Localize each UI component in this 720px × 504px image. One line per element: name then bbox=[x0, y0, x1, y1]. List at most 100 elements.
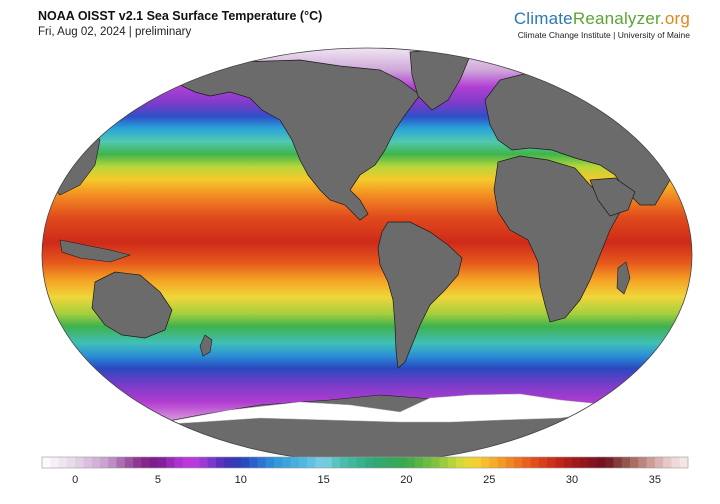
legend-swatches bbox=[41, 456, 689, 469]
legend-swatch bbox=[373, 457, 382, 468]
legend-swatch bbox=[282, 457, 291, 468]
legend-swatch bbox=[356, 457, 366, 468]
legend-swatch bbox=[232, 457, 242, 468]
brand-logo[interactable]: ClimateReanalyzer.org bbox=[514, 9, 690, 29]
legend-swatch bbox=[489, 457, 498, 468]
land-south-america bbox=[377, 221, 463, 369]
legend-swatch bbox=[315, 457, 324, 468]
legend-swatch bbox=[133, 457, 142, 468]
legend-swatch bbox=[99, 457, 109, 468]
land-indonesia bbox=[59, 239, 132, 263]
legend-swatch bbox=[638, 457, 647, 468]
legend-swatch bbox=[290, 457, 300, 468]
legend-swatch bbox=[166, 457, 175, 468]
legend-swatch bbox=[613, 457, 623, 468]
legend-swatch bbox=[679, 457, 689, 468]
legend-swatch bbox=[331, 457, 341, 468]
legend-tick-label: 5 bbox=[155, 474, 161, 486]
legend-swatch bbox=[654, 457, 664, 468]
legend-swatch bbox=[447, 457, 457, 468]
legend-tick-label: 0 bbox=[72, 474, 78, 486]
legend-swatch bbox=[431, 457, 440, 468]
land-australia bbox=[91, 271, 173, 339]
legend-swatch bbox=[116, 457, 126, 468]
brand-tagline: Climate Change Institute | University of… bbox=[517, 30, 690, 40]
legend-swatch bbox=[323, 457, 333, 468]
legend-swatch bbox=[149, 457, 159, 468]
legend-swatch bbox=[621, 457, 631, 468]
legend-swatch bbox=[663, 457, 672, 468]
legend-frame bbox=[41, 456, 689, 469]
legend-swatch bbox=[108, 457, 117, 468]
legend-swatch bbox=[480, 457, 490, 468]
legend-ticks: 0 5 10 15 20 25 30 35 bbox=[72, 474, 661, 486]
legend-swatch bbox=[406, 457, 416, 468]
legend-swatch bbox=[514, 457, 523, 468]
legend-tick-label: 10 bbox=[235, 474, 247, 486]
legend-tick-label: 15 bbox=[317, 474, 329, 486]
legend-swatch bbox=[58, 457, 68, 468]
legend-swatch bbox=[538, 457, 548, 468]
legend-swatch bbox=[456, 457, 465, 468]
legend-swatch bbox=[257, 457, 267, 468]
legend-swatch bbox=[588, 457, 598, 468]
legend-swatch bbox=[124, 457, 134, 468]
legend-swatch bbox=[83, 457, 93, 468]
legend-swatch bbox=[348, 457, 358, 468]
legend-swatch bbox=[671, 457, 681, 468]
legend-swatch bbox=[182, 457, 192, 468]
legend-swatch bbox=[547, 457, 556, 468]
legend-swatch bbox=[199, 457, 209, 468]
legend-swatch bbox=[174, 457, 184, 468]
legend-tick-label: 35 bbox=[649, 474, 661, 486]
legend-swatch bbox=[207, 457, 217, 468]
legend-swatch bbox=[91, 457, 101, 468]
legend-swatch bbox=[530, 457, 540, 468]
legend-swatch bbox=[157, 457, 167, 468]
legend-swatch bbox=[273, 457, 283, 468]
land-new-zealand bbox=[199, 334, 213, 357]
legend-swatch bbox=[215, 457, 225, 468]
legend-swatch bbox=[381, 457, 391, 468]
legend-swatch bbox=[265, 457, 275, 468]
legend-swatch bbox=[563, 457, 573, 468]
legend-swatch bbox=[307, 457, 316, 468]
legend-swatch bbox=[605, 457, 614, 468]
map-title: NOAA OISST v2.1 Sea Surface Temperature … bbox=[38, 9, 323, 23]
legend-swatch bbox=[580, 457, 590, 468]
legend-swatch bbox=[472, 457, 482, 468]
legend-swatch bbox=[389, 457, 399, 468]
legend-tick-label: 30 bbox=[566, 474, 578, 486]
legend-swatch bbox=[464, 457, 474, 468]
legend-swatch bbox=[398, 457, 407, 468]
legend-swatch bbox=[224, 457, 233, 468]
map-subtitle: Fri, Aug 02, 2024 | preliminary bbox=[38, 26, 192, 38]
legend-swatch bbox=[298, 457, 308, 468]
legend-swatch bbox=[75, 457, 84, 468]
brand-name-part2: Reanalyzer bbox=[572, 9, 660, 28]
brand-block[interactable]: ClimateReanalyzer.org Climate Change Ins… bbox=[514, 9, 690, 40]
land-arabia bbox=[589, 177, 636, 217]
legend-swatch bbox=[630, 457, 639, 468]
legend-swatch bbox=[646, 457, 656, 468]
legend-swatch bbox=[555, 457, 565, 468]
legend-swatch bbox=[572, 457, 581, 468]
legend-swatch bbox=[422, 457, 432, 468]
legend-swatch bbox=[191, 457, 200, 468]
brand-name-part3: .org bbox=[659, 9, 690, 28]
land-africa bbox=[493, 155, 621, 323]
legend-swatch bbox=[414, 457, 424, 468]
brand-name-part1: Climate bbox=[513, 9, 573, 28]
legend-swatch bbox=[340, 457, 349, 468]
legend-swatch bbox=[497, 457, 507, 468]
legend-swatch bbox=[249, 457, 258, 468]
legend-swatch bbox=[141, 457, 151, 468]
land-north-america bbox=[169, 59, 421, 221]
legend-swatch bbox=[50, 457, 59, 468]
legend-swatch bbox=[505, 457, 515, 468]
legend-swatch bbox=[522, 457, 532, 468]
legend-swatch bbox=[66, 457, 76, 468]
legend-swatch bbox=[439, 457, 449, 468]
